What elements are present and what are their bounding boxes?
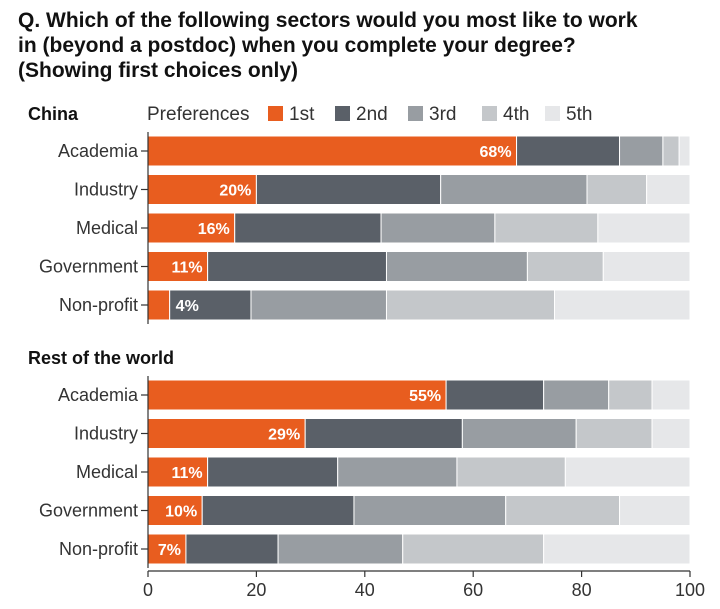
legend-swatch-3rd: [408, 106, 423, 121]
bar-segment-1st: [147, 135, 518, 167]
x-tick-label: 60: [463, 580, 483, 600]
category-label: Non-profit: [59, 539, 138, 559]
bar-segment-1st: [147, 379, 447, 411]
bar-segment-3rd: [380, 212, 496, 244]
bar-segment-4th: [385, 289, 556, 321]
bar-segment-5th: [678, 135, 691, 167]
bar-segment-4th: [586, 174, 648, 205]
legend-label-4th: 4th: [503, 104, 529, 125]
bar-segment-3rd: [619, 135, 664, 167]
panel-title: China: [28, 104, 79, 124]
category-label: Academia: [58, 141, 139, 161]
bar-segment-4th: [505, 495, 621, 526]
legend-label-1st: 1st: [289, 104, 315, 125]
bar-segment-1st: [147, 212, 236, 244]
x-tick-label: 0: [143, 580, 153, 600]
x-tick-label: 40: [355, 580, 375, 600]
category-label: Government: [39, 501, 138, 521]
legend-swatch-5th: [545, 106, 560, 121]
bar-segment-2nd: [185, 533, 279, 565]
bar-segment-4th: [456, 456, 566, 488]
legend-label-5th: 5th: [566, 104, 592, 125]
bar-segment-5th: [651, 418, 691, 449]
panel-title: Rest of the world: [28, 348, 174, 368]
bar-segment-3rd: [440, 174, 588, 205]
bar-segment-2nd: [207, 456, 339, 488]
data-label: 55%: [409, 388, 441, 405]
bar-segment-4th: [608, 379, 653, 411]
category-label: Medical: [76, 462, 138, 482]
bar-segment-3rd: [277, 533, 404, 565]
bar-segment-5th: [543, 533, 691, 565]
legend-label-3rd: 3rd: [429, 104, 456, 125]
data-label: 11%: [171, 260, 202, 277]
data-label: 20%: [219, 183, 251, 200]
bar-segment-3rd: [461, 418, 577, 449]
bar-segment-2nd: [169, 289, 252, 321]
legend-swatch-4th: [482, 106, 497, 121]
data-label: 7%: [158, 542, 181, 559]
category-label: Industry: [74, 424, 138, 444]
bar-segment-2nd: [207, 251, 387, 282]
bar-segment-1st: [147, 495, 203, 526]
bar-segment-4th: [494, 212, 599, 244]
bar-segment-3rd: [337, 456, 458, 488]
legend-swatch-1st: [268, 106, 283, 121]
bar-segment-5th: [651, 379, 691, 411]
category-label: Industry: [74, 180, 138, 200]
bar-segment-5th: [554, 289, 691, 321]
bar-segment-5th: [602, 251, 691, 282]
bar-segment-2nd: [304, 418, 463, 449]
bar-segment-3rd: [250, 289, 387, 321]
legend-swatch-2nd: [335, 106, 350, 121]
bar-segment-3rd: [385, 251, 528, 282]
bar-segment-5th: [564, 456, 691, 488]
data-label: 10%: [165, 504, 197, 521]
category-label: Medical: [76, 218, 138, 238]
bar-segment-2nd: [201, 495, 355, 526]
x-tick-label: 20: [246, 580, 266, 600]
bar-segment-3rd: [353, 495, 507, 526]
bar-segment-2nd: [234, 212, 382, 244]
bar-segment-5th: [619, 495, 691, 526]
bar-segment-2nd: [255, 174, 442, 205]
bar-segment-1st: [147, 289, 171, 321]
category-label: Government: [39, 257, 138, 277]
bar-segment-5th: [646, 174, 691, 205]
bar-segment-1st: [147, 251, 209, 282]
bar-segment-4th: [662, 135, 680, 167]
bar-segment-2nd: [445, 379, 545, 411]
x-tick-label: 100: [675, 580, 705, 600]
category-label: Non-profit: [59, 295, 138, 315]
data-label: 68%: [480, 144, 512, 161]
bar-segment-4th: [526, 251, 604, 282]
data-label: 11%: [171, 465, 202, 482]
data-label: 4%: [176, 298, 199, 315]
bar-segment-5th: [597, 212, 691, 244]
legend-label-2nd: 2nd: [356, 104, 388, 125]
bar-segment-4th: [575, 418, 653, 449]
bar-segment-4th: [402, 533, 545, 565]
data-label: 16%: [198, 221, 230, 238]
bar-segment-3rd: [543, 379, 610, 411]
chart-title: Q. Which of the following sectors would …: [18, 9, 638, 82]
category-label: Academia: [58, 385, 139, 405]
data-label: 29%: [268, 427, 300, 444]
bar-segment-2nd: [516, 135, 621, 167]
x-tick-label: 80: [572, 580, 592, 600]
legend-title: Preferences: [147, 104, 249, 125]
